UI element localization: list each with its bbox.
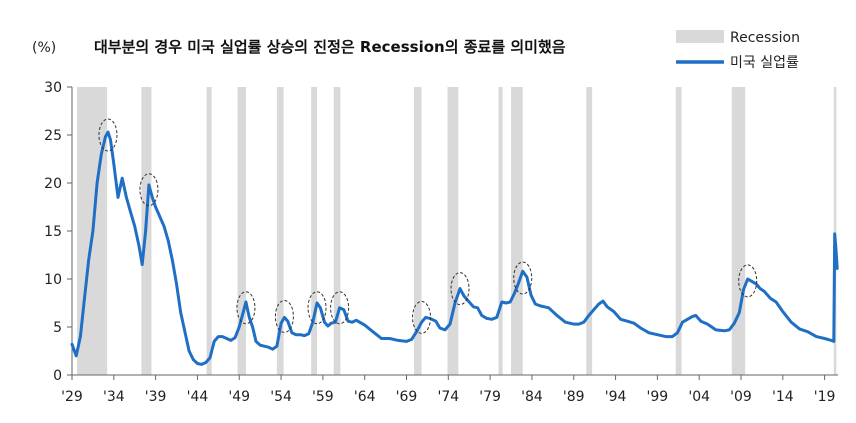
peak-ellipse — [274, 299, 294, 333]
x-tick-label: '54 — [270, 389, 292, 405]
recession-band — [498, 87, 503, 375]
y-tick-label: 30 — [44, 80, 62, 96]
peak-annotations — [98, 118, 758, 334]
recession-band — [675, 87, 682, 375]
peak-ellipse — [139, 173, 159, 207]
y-tick-label: 15 — [44, 224, 62, 240]
x-tick-label: '69 — [396, 389, 418, 405]
recession-band — [833, 87, 837, 375]
x-ticks: '29 '34 '39 '44 '49 '54 '59 '64 '69 '74 '79 '84 '89 '… — [61, 375, 835, 405]
series-lines — [70, 130, 839, 366]
peak-ellipse — [330, 291, 350, 325]
peak-ellipse — [450, 272, 470, 306]
unemployment-line — [70, 130, 839, 366]
x-tick-label: '89 — [563, 389, 585, 405]
recession-band — [731, 87, 746, 375]
peak-ellipse — [513, 261, 533, 295]
legend: Recession 미국 실업률 — [676, 30, 800, 71]
x-tick-label: '09 — [730, 389, 752, 405]
peak-ellipse — [738, 264, 758, 298]
x-tick-label: '84 — [521, 389, 543, 405]
peak-ellipse — [98, 118, 118, 152]
y-tick-label: 0 — [53, 368, 62, 384]
x-tick-label: '74 — [437, 389, 459, 405]
x-tick-label: '64 — [354, 389, 376, 405]
y-tick-label: 25 — [44, 128, 62, 144]
recession-band — [414, 87, 422, 375]
y-ticks: 0 5 10 15 20 25 30 — [44, 80, 72, 384]
recession-band — [206, 87, 212, 375]
recession-band — [333, 87, 341, 375]
x-tick-label: '14 — [772, 389, 794, 405]
x-tick-label: '99 — [647, 389, 669, 405]
recession-band — [276, 87, 284, 375]
recession-band — [511, 87, 523, 375]
recession-band — [586, 87, 593, 375]
legend-unemployment-label: 미국 실업률 — [730, 55, 799, 71]
y-tick-label: 20 — [44, 176, 62, 192]
x-tick-label: '59 — [312, 389, 334, 405]
x-tick-label: '49 — [228, 389, 250, 405]
y-tick-label: 5 — [53, 320, 62, 336]
x-tick-label: '94 — [605, 389, 627, 405]
x-tick-label: '44 — [187, 389, 209, 405]
x-tick-label: '19 — [814, 389, 836, 405]
recession-band — [447, 87, 459, 375]
peak-ellipse — [236, 291, 256, 325]
chart-title: 대부분의 경우 미국 실업률 상승의 진정은 Recession의 종료를 의미… — [94, 38, 566, 56]
legend-recession-swatch — [676, 30, 724, 43]
y-tick-label: 10 — [44, 272, 62, 288]
x-tick-label: '04 — [688, 389, 710, 405]
recession-band — [237, 87, 246, 375]
x-tick-label: '29 — [61, 389, 83, 405]
recession-band — [311, 87, 318, 375]
x-tick-label: '39 — [145, 389, 167, 405]
y-axis-unit: (%) — [32, 40, 56, 56]
x-tick-label: '34 — [103, 389, 125, 405]
x-tick-label: '79 — [479, 389, 501, 405]
peak-ellipse — [412, 300, 432, 334]
legend-recession-label: Recession — [730, 30, 800, 46]
peak-ellipse — [307, 291, 327, 325]
